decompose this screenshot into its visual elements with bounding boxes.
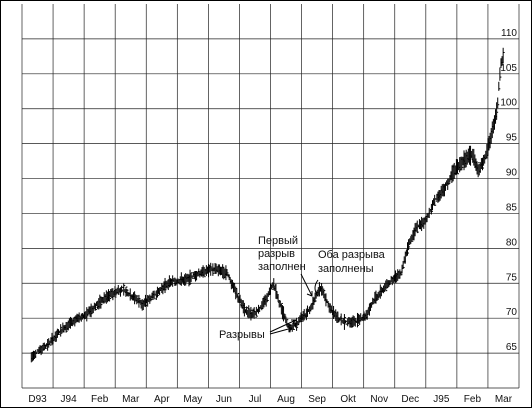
y-tick-label: 100 bbox=[500, 98, 517, 109]
chart-grid bbox=[21, 4, 520, 389]
y-tick-label: 75 bbox=[506, 272, 518, 283]
x-tick-label: Mar bbox=[495, 394, 513, 405]
arrow-gap-2 bbox=[269, 327, 293, 335]
x-tick-label: Jul bbox=[249, 394, 262, 405]
y-tick-label: 70 bbox=[506, 307, 518, 318]
x-tick-label: Sep bbox=[308, 394, 326, 405]
x-axis-tick-labels: D93 J94 Feb Mar Apr May Jun Jul Aug Sep Okt Nov Dec J… bbox=[28, 394, 512, 405]
y-tick-label: 90 bbox=[506, 168, 518, 179]
x-tick-label: Feb bbox=[91, 394, 109, 405]
x-tick-label: Okt bbox=[340, 394, 356, 405]
arrow-gap-1-head bbox=[291, 319, 297, 325]
x-tick-label: Nov bbox=[370, 394, 388, 405]
y-axis-tick-labels: 65 70 75 80 85 90 95 100 105 110 bbox=[500, 28, 517, 353]
y-tick-label: 110 bbox=[501, 28, 517, 39]
x-tick-label: Feb bbox=[464, 394, 482, 405]
annotation-both-gaps-filled: Оба разрыва заполнены bbox=[318, 249, 388, 275]
x-tick-label: Aug bbox=[277, 394, 295, 405]
x-tick-label: J95 bbox=[433, 394, 450, 405]
arrow-first-gap-head bbox=[306, 291, 313, 297]
y-tick-label: 95 bbox=[506, 133, 518, 144]
x-tick-label: May bbox=[183, 394, 202, 405]
y-tick-label: 105 bbox=[500, 63, 517, 74]
arrow-both-gaps bbox=[314, 279, 319, 297]
annotation-first-gap-filled: Первый разрыв заполнен bbox=[258, 235, 306, 273]
price-series bbox=[30, 47, 505, 363]
arrow-first-gap bbox=[300, 273, 313, 297]
annotation-arrows bbox=[269, 273, 319, 335]
x-tick-label: J94 bbox=[61, 394, 78, 405]
x-tick-label: D93 bbox=[28, 394, 47, 405]
y-tick-label: 65 bbox=[506, 342, 518, 353]
annotation-gaps: Разрывы bbox=[219, 329, 265, 341]
x-tick-label: Dec bbox=[401, 394, 419, 405]
x-tick-label: Jun bbox=[216, 394, 232, 405]
y-tick-label: 85 bbox=[506, 202, 518, 213]
y-tick-label: 80 bbox=[506, 237, 518, 248]
x-tick-label: Mar bbox=[122, 394, 140, 405]
arrow-gap-1 bbox=[269, 319, 297, 333]
arrow-gap-2-head bbox=[286, 326, 293, 333]
x-tick-label: Apr bbox=[154, 394, 170, 405]
